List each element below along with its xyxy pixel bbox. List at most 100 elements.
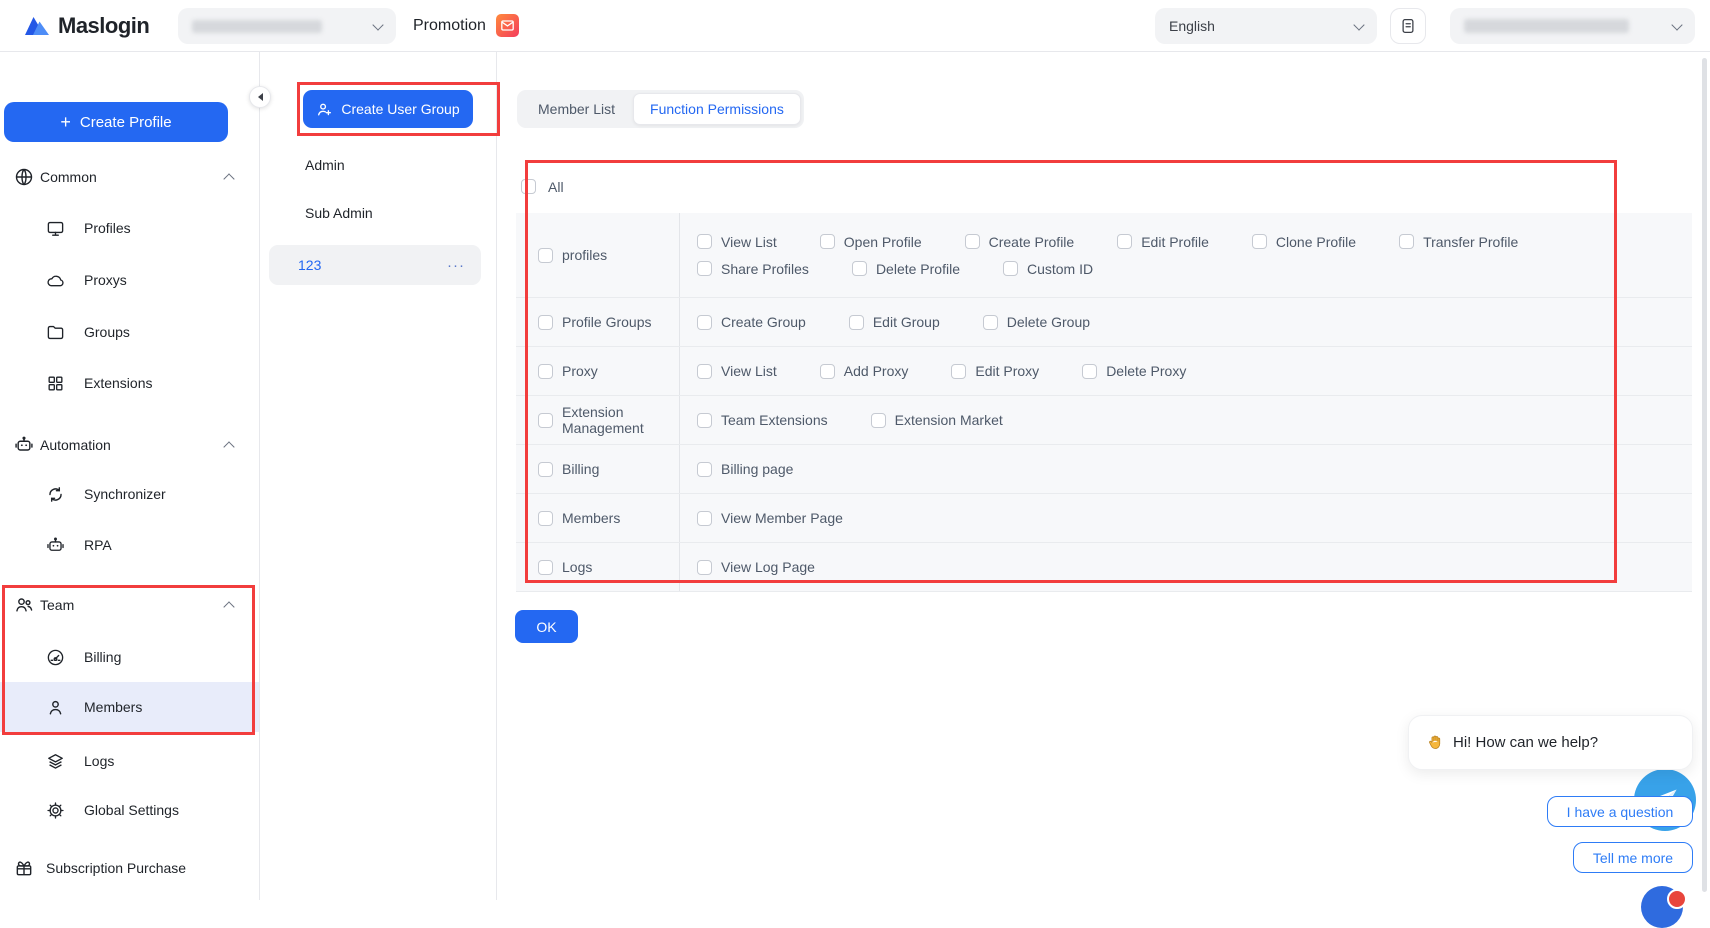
chevron-up-icon: [223, 601, 235, 613]
sidebar-item-extensions[interactable]: Extensions: [0, 357, 259, 409]
permission-checkbox[interactable]: [1251, 234, 1267, 249]
category-checkbox[interactable]: [538, 412, 553, 428]
globe-icon: [14, 167, 34, 187]
sidebar-item-synchronizer[interactable]: Synchronizer: [0, 468, 259, 520]
category-checkbox[interactable]: [538, 461, 553, 477]
chat-greeting-text: Hi! How can we help?: [1453, 734, 1599, 751]
permission-checkbox[interactable]: [819, 363, 835, 379]
docs-button[interactable]: [1390, 8, 1426, 44]
permission-label: Clone Profile: [1275, 233, 1357, 250]
tab-bar: Member List Function Permissions: [517, 90, 804, 128]
category-cell: Billing: [516, 445, 680, 493]
group-item-admin[interactable]: Admin: [305, 157, 345, 173]
create-user-group-button[interactable]: Create User Group: [303, 90, 473, 128]
permission-checkbox[interactable]: [848, 314, 864, 330]
brand-logo: Maslogin: [24, 13, 150, 39]
sidebar-item-proxys[interactable]: Proxys: [0, 254, 259, 306]
sidebar-item-profiles[interactable]: Profiles: [0, 202, 259, 254]
more-options-icon[interactable]: ···: [447, 256, 465, 274]
permission-item[interactable]: View Member Page: [697, 510, 843, 526]
category-checkbox[interactable]: [538, 363, 553, 379]
sidebar-section-team[interactable]: Team: [0, 579, 259, 631]
permission-item[interactable]: Billing page: [697, 461, 793, 477]
sidebar-section-automation[interactable]: Automation: [0, 419, 259, 471]
promotion-link[interactable]: Promotion: [413, 14, 519, 37]
sidebar-item-billing[interactable]: Billing: [0, 631, 259, 683]
permission-label: View Log Page: [721, 559, 815, 575]
permission-checkbox[interactable]: [697, 234, 712, 249]
permission-item[interactable]: View List: [697, 234, 777, 250]
all-checkbox[interactable]: [521, 179, 536, 194]
category-checkbox[interactable]: [538, 510, 553, 526]
group-item-123-selected[interactable]: 123 ···: [269, 245, 481, 285]
permission-checkbox[interactable]: [1117, 234, 1133, 249]
permission-item[interactable]: Edit Group: [848, 314, 940, 330]
permission-checkbox[interactable]: [697, 314, 712, 330]
permission-checkbox[interactable]: [951, 363, 967, 379]
permission-checkbox[interactable]: [1399, 234, 1415, 249]
gauge-icon: [46, 648, 65, 667]
language-dropdown[interactable]: English: [1155, 8, 1377, 44]
select-all-row: All: [516, 160, 1692, 213]
permission-item[interactable]: Open Profile: [819, 234, 922, 250]
permission-checkbox[interactable]: [697, 412, 712, 428]
ok-button[interactable]: OK: [515, 610, 578, 643]
permission-item[interactable]: Team Extensions: [697, 412, 828, 428]
tab-member-list[interactable]: Member List: [538, 101, 616, 117]
permission-item[interactable]: Edit Proxy: [951, 363, 1039, 379]
quick-reply-tell-me-more-button[interactable]: Tell me more: [1573, 842, 1693, 873]
permission-item[interactable]: Delete Group: [982, 314, 1090, 330]
permission-item[interactable]: Create Group: [697, 314, 806, 330]
permission-item[interactable]: Create Profile: [964, 234, 1074, 250]
category-checkbox[interactable]: [538, 314, 553, 330]
permission-checkbox[interactable]: [819, 234, 835, 249]
permission-item[interactable]: View List: [697, 363, 777, 379]
permission-item[interactable]: View Log Page: [697, 559, 815, 575]
permission-label: View Member Page: [721, 510, 843, 526]
permission-item[interactable]: Transfer Profile: [1399, 234, 1518, 250]
permission-item[interactable]: Delete Profile: [851, 261, 960, 277]
permission-item[interactable]: Edit Profile: [1117, 234, 1209, 250]
permission-checkbox[interactable]: [982, 314, 998, 330]
page-scrollbar-thumb[interactable]: [1702, 58, 1707, 892]
permission-checkbox[interactable]: [870, 412, 886, 428]
permissions-cell: Create Group Edit Group Delete Group: [680, 298, 1692, 346]
sidebar-item-groups[interactable]: Groups: [0, 306, 259, 358]
permission-checkbox[interactable]: [1002, 261, 1018, 276]
sidebar-section-common[interactable]: Common: [0, 151, 259, 203]
group-item-sub-admin[interactable]: Sub Admin: [305, 205, 373, 221]
maslogin-logo-icon: [25, 16, 49, 35]
sidebar-item-subscription-purchase[interactable]: Subscription Purchase: [0, 842, 259, 894]
account-dropdown[interactable]: [1450, 8, 1695, 44]
permission-checkbox[interactable]: [851, 261, 867, 276]
permission-checkbox[interactable]: [964, 234, 980, 249]
category-checkbox[interactable]: [538, 559, 553, 575]
permissions-table: profiles View List Open Profile Create Prof…: [516, 213, 1692, 592]
permission-item[interactable]: Share Profiles: [697, 261, 809, 277]
permission-item[interactable]: Add Proxy: [819, 363, 908, 379]
permission-checkbox[interactable]: [697, 510, 712, 526]
category-cell: Extension Management: [516, 396, 680, 444]
create-profile-button[interactable]: + Create Profile: [4, 102, 228, 142]
permission-checkbox[interactable]: [697, 559, 712, 575]
panel-collapse-button[interactable]: [249, 86, 271, 108]
permission-checkbox[interactable]: [697, 261, 712, 276]
permission-checkbox[interactable]: [1082, 363, 1098, 379]
sidebar-item-members[interactable]: Members: [0, 682, 259, 732]
sidebar-item-rpa[interactable]: RPA: [0, 519, 259, 571]
permission-checkbox[interactable]: [697, 461, 712, 477]
sidebar-item-logs[interactable]: Logs: [0, 735, 259, 787]
permission-item[interactable]: Custom ID: [1002, 261, 1093, 277]
permission-checkbox[interactable]: [697, 363, 712, 379]
category-checkbox[interactable]: [538, 247, 553, 263]
grid-icon: [46, 374, 65, 393]
quick-reply-question-button[interactable]: I have a question: [1547, 796, 1693, 827]
permission-item[interactable]: Clone Profile: [1251, 233, 1357, 250]
permission-item[interactable]: Delete Proxy: [1082, 363, 1186, 379]
user-groups-panel: Create User Group Admin Sub Admin 123 ··…: [261, 52, 497, 900]
workspace-dropdown[interactable]: [178, 8, 396, 44]
permission-item[interactable]: Extension Market: [870, 412, 1003, 428]
sidebar-item-global-settings[interactable]: Global Settings: [0, 784, 259, 836]
permission-row: Proxy View List Add Proxy Edit Proxy Delete …: [516, 347, 1692, 396]
tab-function-permissions[interactable]: Function Permissions: [633, 93, 801, 125]
